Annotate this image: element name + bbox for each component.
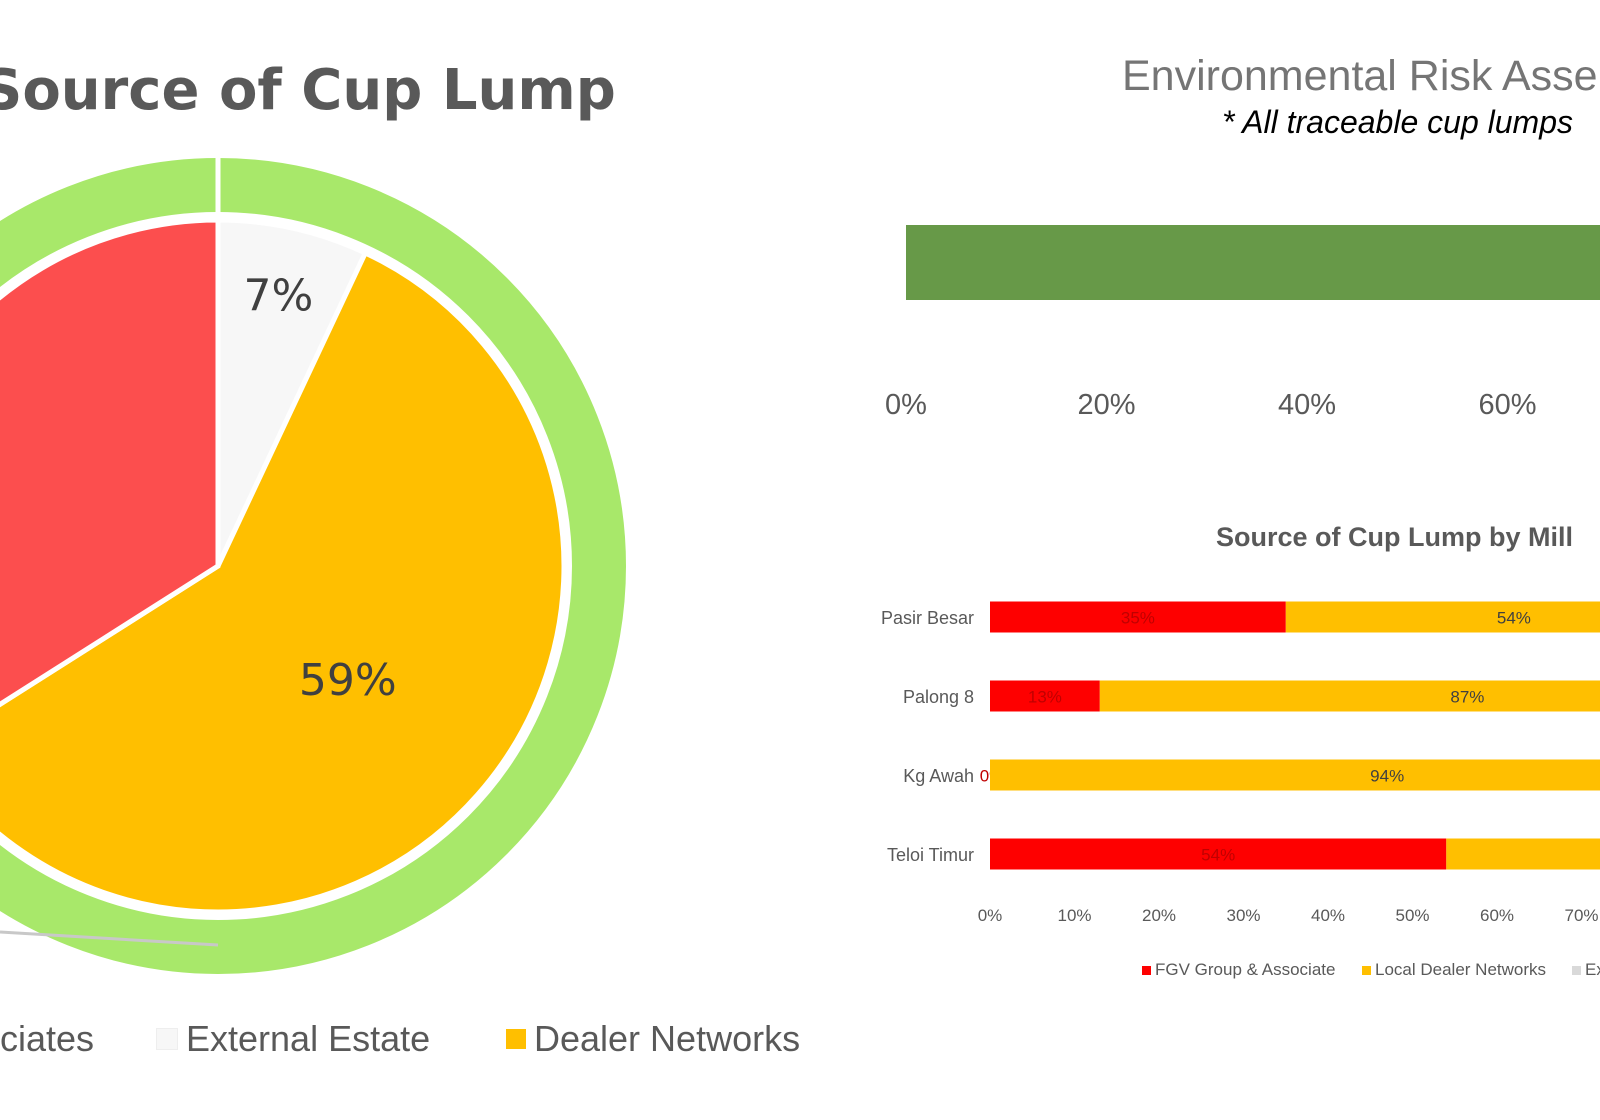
pie-legend-fgv-text: ciates bbox=[0, 1018, 95, 1059]
pie-legend-external: External Estate bbox=[156, 1018, 430, 1060]
env-chart-subtitle: * All traceable cup lumps bbox=[1222, 104, 1573, 140]
mill-bar-fgv bbox=[990, 680, 1100, 712]
pie-legend-fgv: ciates bbox=[0, 1018, 94, 1060]
pie-label-dealer: 59% bbox=[299, 655, 397, 706]
mill-bar-dealer bbox=[990, 759, 1600, 791]
mill-xtick-label: 30% bbox=[1226, 906, 1260, 925]
mill-data-label-dealer: 54% bbox=[1497, 609, 1531, 628]
mill-category-label: Pasir Besar bbox=[881, 608, 974, 628]
mill-legend-fgv-swatch bbox=[1142, 965, 1151, 975]
mill-bar-dealer bbox=[1099, 680, 1600, 712]
pie-legend-external-swatch bbox=[156, 1028, 178, 1050]
env-xtick-label: 60% bbox=[1478, 389, 1536, 421]
pie-outline bbox=[0, 214, 570, 918]
mill-data-label-fgv: 35% bbox=[1121, 609, 1155, 628]
mill-xtick-label: 40% bbox=[1311, 906, 1345, 925]
mill-chart-title: Source of Cup Lump by Mill bbox=[1216, 522, 1573, 552]
env-xtick-label: 20% bbox=[1077, 389, 1135, 421]
pie-legend-dealer-swatch bbox=[506, 1029, 526, 1049]
mill-xtick-label: 0% bbox=[978, 906, 1003, 925]
mill-bar-fgv bbox=[990, 838, 1447, 870]
pie-chart-title: Source of Cup Lump bbox=[0, 58, 616, 123]
pie-legend-dealer: Dealer Networks bbox=[506, 1018, 800, 1060]
mill-legend-external-text: Ex bbox=[1585, 960, 1600, 979]
pie-slice-fgv bbox=[0, 217, 221, 708]
mill-data-label-dealer: 87% bbox=[1450, 688, 1484, 707]
mill-bar-chart: Pasir Besar 35% 54% Palong 8 13% 87% Kg Awah 0%… bbox=[881, 601, 1600, 925]
mill-legend-fgv: FGV Group & Associate bbox=[1142, 960, 1335, 980]
mill-legend-fgv-text: FGV Group & Associate bbox=[1155, 960, 1336, 979]
env-bar-chart: 0% 20% 40% 60% bbox=[885, 225, 1600, 421]
mill-data-label-fgv: 54% bbox=[1201, 846, 1235, 865]
mill-legend-external-swatch bbox=[1572, 965, 1581, 975]
mill-data-label-dealer: 94% bbox=[1370, 767, 1404, 786]
mill-bar-fgv bbox=[990, 601, 1286, 633]
mill-category-label: Teloi Timur bbox=[887, 845, 974, 865]
mill-xtick-label: 20% bbox=[1142, 906, 1176, 925]
mill-xtick-label: 60% bbox=[1480, 906, 1514, 925]
env-xtick-label: 0% bbox=[885, 389, 927, 421]
pie-slice-external bbox=[215, 217, 369, 568]
mill-bar-dealer bbox=[1446, 838, 1600, 870]
mill-legend-dealer: Local Dealer Networks bbox=[1362, 960, 1546, 980]
mill-legend-external: Ex bbox=[1572, 960, 1600, 980]
pie-legend-dealer-text: Dealer Networks bbox=[534, 1018, 801, 1059]
mill-data-label-fgv: 13% bbox=[1028, 688, 1062, 707]
pie-label-external: 7% bbox=[243, 270, 313, 321]
mill-legend-dealer-swatch bbox=[1362, 965, 1371, 975]
env-chart-title: Environmental Risk Asse bbox=[1122, 52, 1598, 100]
mill-category-label: Palong 8 bbox=[903, 687, 974, 707]
pie-slice-dealer bbox=[0, 249, 567, 915]
mill-xtick-label: 70% bbox=[1564, 906, 1598, 925]
mill-xtick-label: 50% bbox=[1395, 906, 1429, 925]
pie-chart: 34%7%59% bbox=[0, 156, 626, 974]
mill-category-label: Kg Awah bbox=[903, 766, 974, 786]
pie-legend-external-text: External Estate bbox=[186, 1018, 431, 1059]
mill-bar-dealer bbox=[1285, 601, 1600, 633]
pie-leader-line bbox=[0, 930, 219, 947]
env-bar bbox=[906, 225, 1600, 300]
env-xtick-label: 40% bbox=[1278, 389, 1336, 421]
mill-legend-dealer-text: Local Dealer Networks bbox=[1375, 960, 1547, 979]
mill-xtick-label: 10% bbox=[1057, 906, 1091, 925]
